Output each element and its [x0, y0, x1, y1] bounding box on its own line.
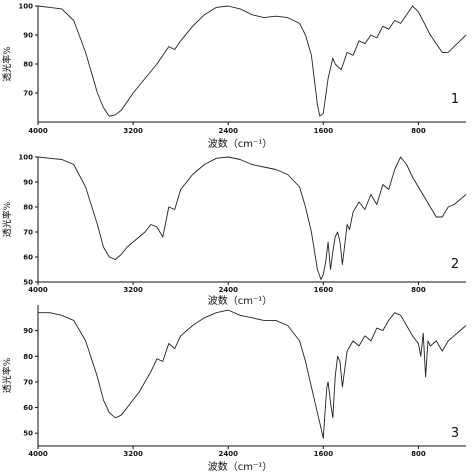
panel-3-y-tick-label: 90: [23, 327, 33, 335]
panel-2-y-axis-label: 透光率%: [1, 201, 13, 237]
panel-3-spectrum-line: [38, 309, 467, 439]
panel-3-y-tick-label: 60: [23, 404, 33, 412]
panel-2-number-label: 2: [451, 257, 459, 272]
panel-2-x-axis-label: 波数（cm⁻¹）: [208, 294, 273, 307]
panel-3-x-tick-label: 1600: [314, 450, 334, 458]
panel-3-x-axis-label: 波数（cm⁻¹）: [208, 460, 273, 473]
panel-3-x-tick-label: 2400: [218, 450, 238, 458]
panel-1-x-tick-label: 2400: [218, 127, 238, 135]
panel-1-y-tick-label: 90: [23, 32, 33, 40]
panel-1-x-tick-label: 3200: [123, 127, 143, 135]
panel-2-y-tick-label: 50: [23, 279, 33, 287]
panel-3-y-tick-label: 70: [23, 378, 33, 386]
panel-2-y-tick-label: 100: [18, 154, 33, 162]
panel-1-y-tick-label: 80: [23, 61, 33, 69]
panel-1-x-tick-label: 800: [411, 127, 426, 135]
panel-3-y-axis-label: 透光率%: [1, 357, 13, 393]
panel-2-x-tick-label: 3200: [123, 286, 143, 294]
panel-1-x-axis-label: 波数（cm⁻¹）: [208, 137, 273, 150]
panel-1-number-label: 1: [451, 92, 459, 107]
panel-2-y-tick-label: 80: [23, 204, 33, 212]
panel-3-y-tick-label: 80: [23, 353, 33, 361]
panel-2-x-tick-label: 2400: [218, 286, 238, 294]
panel-1-x-tick-label: 1600: [314, 127, 334, 135]
panel-2-spectrum-line: [37, 156, 467, 280]
panel-2-y-tick-label: 60: [23, 254, 33, 262]
panel-3-x-tick-label: 3200: [123, 450, 143, 458]
panel-1-y-axis-label: 透光率%: [1, 46, 13, 82]
panel-2-y-tick-label: 90: [23, 179, 33, 187]
panel-2-x-tick-label: 4000: [28, 286, 48, 294]
panel-3-x-tick-label: 4000: [28, 450, 48, 458]
panel-3-y-tick-label: 50: [23, 430, 33, 438]
panel-1-x-tick-label: 4000: [28, 127, 48, 135]
panel-2-y-tick-label: 70: [23, 229, 33, 237]
panel-1-y-tick-label: 100: [18, 3, 33, 11]
panel-2-x-tick-label: 800: [411, 286, 426, 294]
panel-3-number-label: 3: [451, 426, 459, 441]
panel-2-x-tick-label: 1600: [314, 286, 334, 294]
panel-1-y-tick-label: 70: [23, 90, 33, 98]
panel-3-x-tick-label: 800: [411, 450, 426, 458]
panel-1-spectrum-line: [37, 5, 467, 117]
